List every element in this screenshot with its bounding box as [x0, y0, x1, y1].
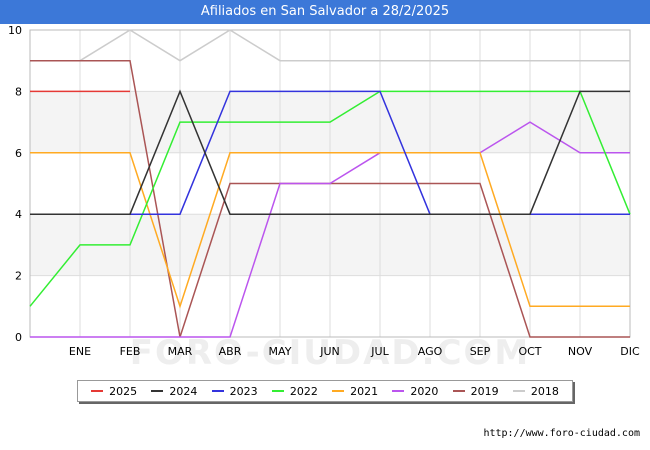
x-tick-label: AGO	[418, 345, 443, 358]
series-line-2022	[29, 90, 631, 307]
y-tick-label: 8	[15, 85, 22, 98]
series-line-2021	[30, 152, 630, 309]
x-tick-label: FEB	[120, 345, 141, 358]
series-line-2024	[30, 89, 630, 215]
x-tick-label: ENE	[69, 345, 91, 358]
legend-label: 2025	[109, 384, 138, 398]
chart-title: Afiliados en San Salvador a 28/2/2025	[0, 0, 650, 24]
y-tick-label: 10	[8, 24, 22, 37]
x-tick-label: JUN	[319, 345, 340, 358]
legend-item-2021: 2021	[332, 385, 378, 398]
legend-label: 2020	[410, 384, 439, 398]
legend-swatch	[332, 390, 345, 392]
legend-item-2022: 2022	[271, 384, 318, 398]
y-tick-label: 6	[15, 147, 22, 160]
x-tick-label: NOV	[568, 345, 593, 358]
legend-label: 2024	[169, 384, 198, 398]
legend-swatch	[91, 390, 104, 392]
legend-swatch	[271, 390, 284, 392]
legend-swatch	[211, 390, 224, 392]
legend-label: 2022	[289, 384, 318, 398]
legend-item-2018: 2018	[512, 384, 559, 398]
legend-swatch	[151, 390, 164, 392]
x-tick-label: ABR	[219, 345, 242, 358]
x-tick-label: DIC	[620, 345, 640, 358]
x-tick-label: MAY	[269, 345, 292, 358]
plot-border	[29, 29, 631, 338]
y-tick-label: 2	[15, 270, 22, 283]
x-tick-label: SEP	[470, 345, 491, 358]
line-chart: 0 2 4 6 8 10 FORO-CIUDAD.COM ENE FEB MAR ABR MAY JUN…	[8, 24, 640, 373]
chart-legend: 2025 2024 2023 2022 2021 2020 2019 2018	[77, 380, 573, 402]
legend-swatch	[392, 390, 405, 392]
legend-label: 2019	[470, 384, 499, 398]
legend-item-2023: 2023	[211, 384, 258, 398]
legend-label: 2023	[229, 384, 258, 398]
x-tick-label: JUL	[370, 345, 389, 358]
chart-area: 0 2 4 6 8 10 FORO-CIUDAD.COM ENE FEB MAR ABR MAY JUN…	[0, 24, 650, 373]
watermark: FORO-CIUDAD.COM	[130, 333, 531, 370]
y-tick-label: 4	[15, 208, 22, 221]
x-tick-label: MAR	[168, 345, 193, 358]
legend-swatch	[452, 390, 465, 392]
legend-swatch	[512, 390, 525, 392]
legend-item-2019: 2019	[452, 384, 499, 398]
series-line-2020	[30, 121, 630, 338]
legend-item-2024: 2024	[151, 385, 197, 398]
legend-label: 2021	[350, 384, 379, 398]
legend-label: 2018	[530, 384, 559, 398]
y-tick-label: 0	[15, 331, 22, 344]
x-tick-label: OCT	[518, 345, 541, 358]
series-line-2018	[30, 29, 630, 62]
legend-item-2025: 2025	[91, 385, 137, 398]
legend-item-2020: 2020	[392, 385, 438, 398]
source-credit[interactable]: http://www.foro-ciudad.com	[483, 428, 640, 439]
